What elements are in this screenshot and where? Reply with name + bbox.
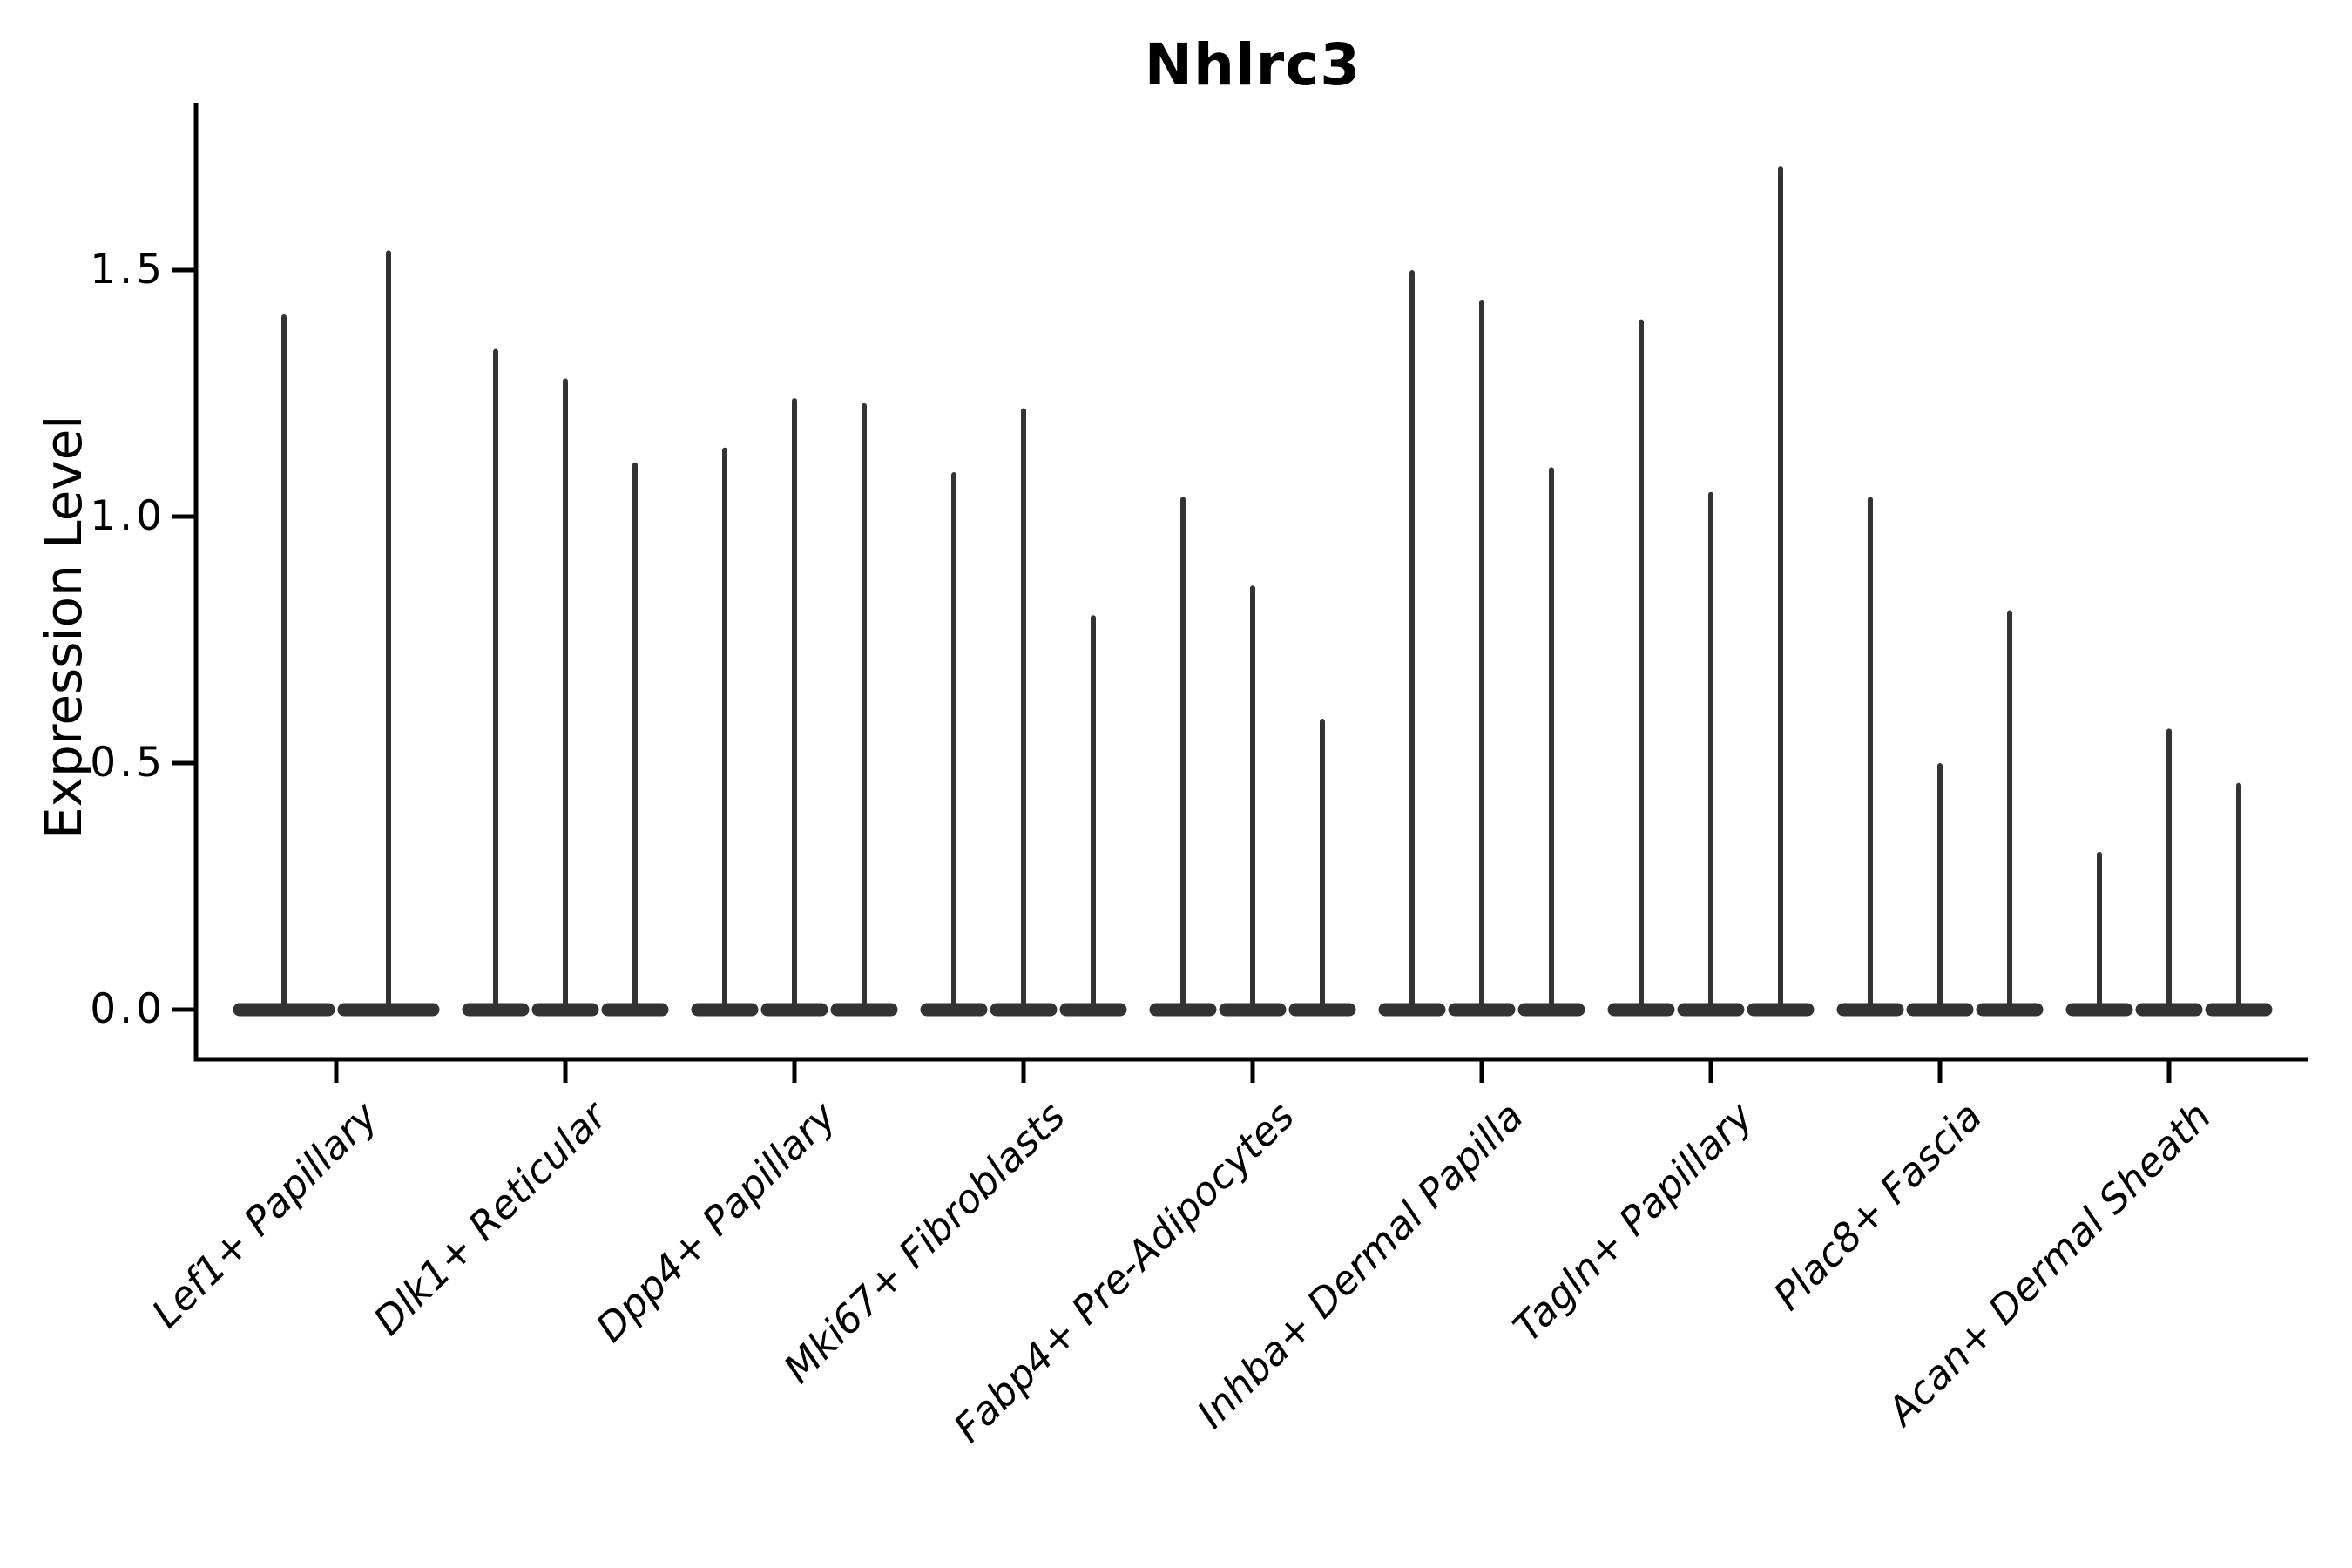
violin-base [1906, 1003, 1974, 1017]
violin-base [830, 1003, 898, 1017]
plot-title: Nhlrc3 [1144, 31, 1362, 98]
violin-base [1677, 1003, 1745, 1017]
violin-base [1747, 1003, 1815, 1017]
violin-base [601, 1003, 669, 1017]
y-tick-label: 1.0 [90, 492, 166, 540]
violin-base [1288, 1003, 1356, 1017]
violin-base [2205, 1003, 2273, 1017]
violin-base [1448, 1003, 1516, 1017]
violin-base [2135, 1003, 2203, 1017]
violin-base [1378, 1003, 1446, 1017]
violin-base [1149, 1003, 1217, 1017]
y-tick-label: 1.5 [90, 246, 166, 294]
violin-base [1607, 1003, 1675, 1017]
violin-base [920, 1003, 988, 1017]
y-tick-label: 0.5 [90, 739, 166, 787]
violin-base [462, 1003, 530, 1017]
violin-base [1517, 1003, 1585, 1017]
violin-base [233, 1003, 335, 1017]
violin-base [2065, 1003, 2133, 1017]
violin-base [1836, 1003, 1904, 1017]
violin-base [1976, 1003, 2044, 1017]
violin-base [1219, 1003, 1287, 1017]
violin-base [990, 1003, 1058, 1017]
violin-base [531, 1003, 599, 1017]
violin-base [1059, 1003, 1127, 1017]
violin-base [691, 1003, 759, 1017]
violin-base [760, 1003, 828, 1017]
violin-base [337, 1003, 440, 1017]
y-tick-label: 0.0 [90, 985, 166, 1033]
